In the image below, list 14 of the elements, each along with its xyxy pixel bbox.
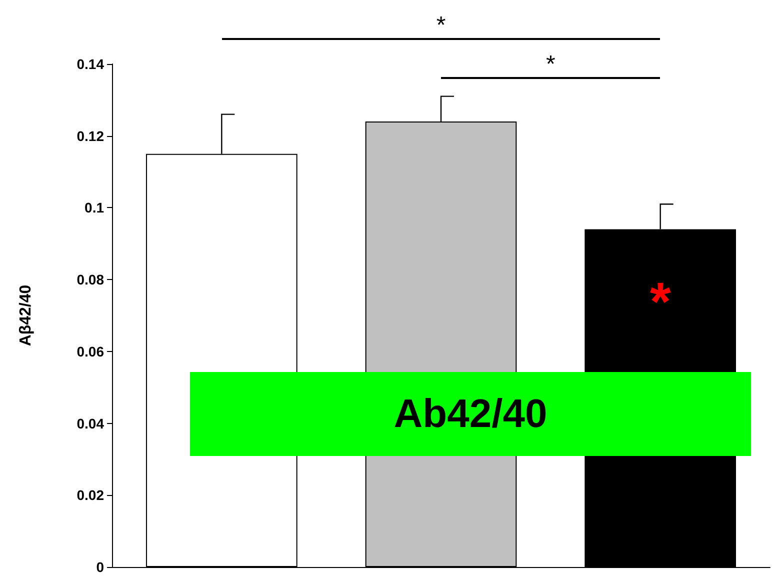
y-tick-label: 0 [96,559,104,575]
significance-bracket: * [441,53,660,79]
annotation: * [544,51,556,78]
asterisk: * [648,272,672,332]
y-tick-label: 0.14 [76,56,104,72]
y-tick-label: 0.06 [76,343,104,360]
y-axis-title: Aβ42/40 [18,284,34,346]
label-box: Ab42/40 [190,372,751,456]
y-tick-label: 0.08 [76,272,104,288]
y-tick-label: 0.02 [76,487,104,504]
y-tick-label: 0.04 [76,415,104,432]
y-tick-label: 0.1 [84,200,104,216]
significance-bracket: * [222,14,660,40]
y-tick-label: 0.12 [76,128,104,144]
